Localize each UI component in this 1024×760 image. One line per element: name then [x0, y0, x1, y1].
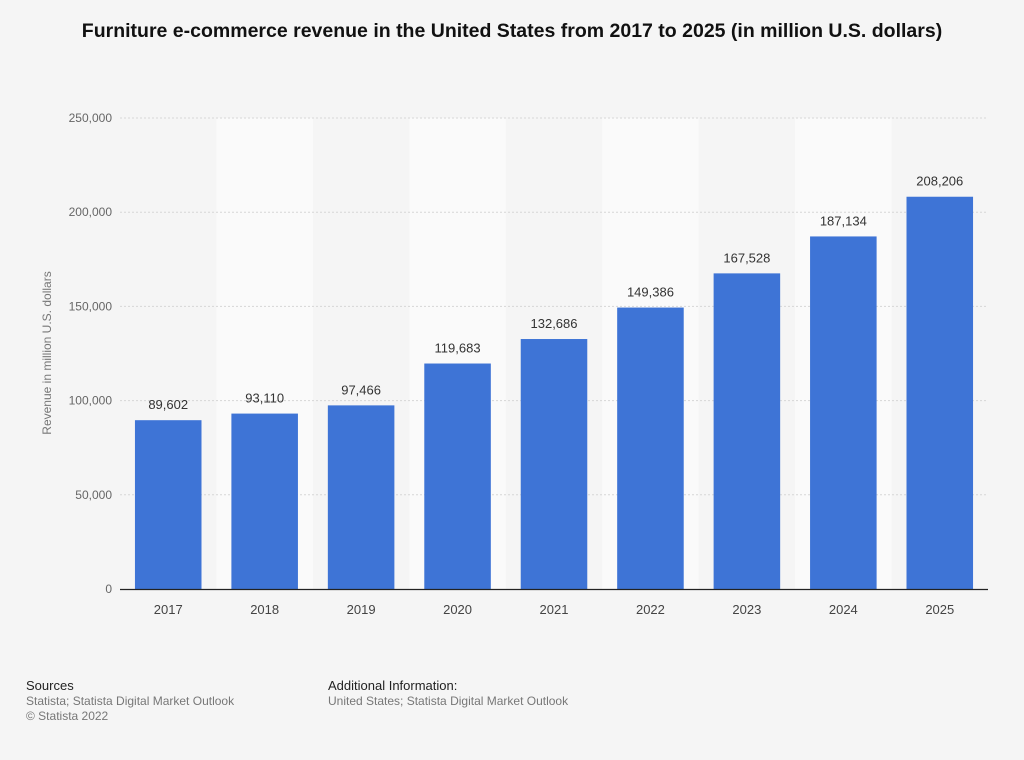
sources-block: Sources Statista; Statista Digital Marke… — [26, 678, 234, 724]
x-tick-label: 2022 — [636, 602, 665, 617]
chart-title: Furniture e-commerce revenue in the Unit… — [81, 20, 943, 42]
bar-2025 — [906, 196, 974, 589]
sources-heading: Sources — [26, 678, 74, 693]
bar-chart: 0 50,000 100,000 150,000 200,000 250,000 Reven… — [40, 111, 988, 617]
y-tick-label: 250,000 — [69, 111, 113, 125]
bar-2022 — [617, 307, 684, 589]
x-tick-label: 2024 — [829, 602, 858, 617]
bar-2020 — [424, 363, 491, 589]
bar-2017 — [134, 420, 202, 589]
y-tick-label: 200,000 — [69, 205, 113, 219]
x-tick-label: 2020 — [443, 602, 472, 617]
additional-info-text: United States; Statista Digital Market O… — [328, 694, 569, 708]
copyright-text: © Statista 2022 — [26, 709, 109, 723]
data-label: 89,602 — [148, 397, 188, 412]
bar-2021 — [520, 339, 588, 589]
y-tick-label: 100,000 — [69, 394, 113, 408]
y-tick-label: 0 — [105, 582, 112, 596]
data-label: 208,206 — [916, 174, 963, 189]
additional-info-block: Additional Information: United States; S… — [328, 678, 568, 709]
additional-info-heading: Additional Information: — [328, 678, 458, 693]
x-tick-label: 2018 — [250, 602, 279, 617]
data-label: 167,528 — [723, 250, 770, 265]
data-label: 97,466 — [341, 382, 381, 397]
data-label: 119,683 — [435, 341, 481, 356]
x-tick-label: 2017 — [154, 602, 183, 617]
x-tick-label: 2021 — [540, 602, 569, 617]
y-tick-label: 150,000 — [69, 299, 113, 313]
bar-2023 — [713, 273, 781, 589]
bar-2024 — [810, 236, 877, 589]
x-tick-label: 2025 — [925, 602, 954, 617]
y-tick-label: 50,000 — [75, 488, 112, 502]
bar-2019 — [327, 405, 395, 589]
bar-2018 — [231, 413, 298, 589]
data-label: 187,134 — [820, 213, 867, 228]
sources-text: Statista; Statista Digital Market Outloo… — [26, 694, 235, 708]
x-tick-label: 2019 — [347, 602, 376, 617]
data-label: 132,686 — [531, 316, 578, 331]
y-axis-title: Revenue in million U.S. dollars — [40, 271, 54, 434]
data-label: 149,386 — [627, 285, 674, 300]
data-label: 93,110 — [245, 391, 284, 406]
x-tick-label: 2023 — [732, 602, 761, 617]
